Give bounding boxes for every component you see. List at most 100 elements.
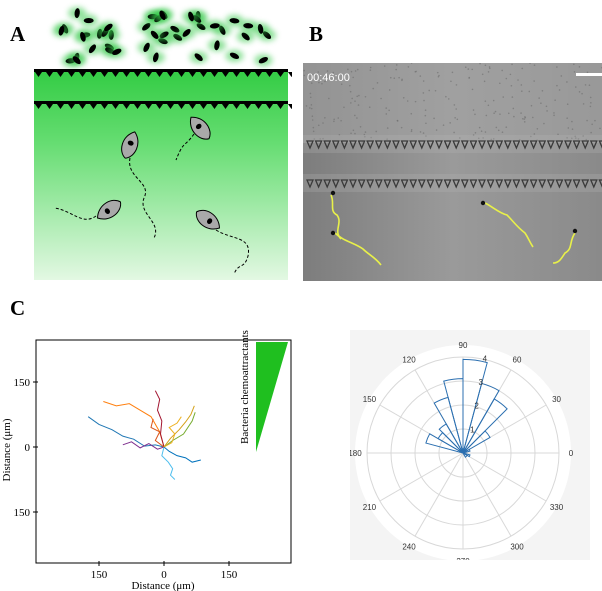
pillar-icon — [189, 72, 196, 77]
trajectory-line — [154, 390, 165, 448]
pillar-icon — [244, 104, 251, 109]
pillar-icon — [79, 72, 86, 77]
polar-bar — [443, 378, 464, 454]
chemoattractant-label: Bacteria chemoattractants — [239, 330, 251, 444]
pillar-icon — [255, 72, 262, 77]
pillar-icon — [145, 72, 152, 77]
polar-bars — [425, 358, 508, 458]
bacterium-icon — [243, 23, 254, 29]
timestamp: 00:46:00 — [307, 72, 350, 84]
pillar-icon — [57, 72, 64, 77]
bacterium-icon — [143, 42, 150, 53]
panel-b-label: B — [309, 22, 324, 46]
panel-a-schematic — [34, 7, 292, 280]
bacterium-icon — [241, 32, 250, 41]
pillar-icon — [134, 104, 141, 109]
trajectory-plot: 150 0 150 150 0 150 Bacteria chemoattractants… — [1, 330, 292, 591]
scale-bar — [576, 73, 602, 76]
x-axis-label: Distance (μm) — [131, 580, 194, 591]
bacterium-icon — [258, 57, 269, 64]
amoeba-cell-icon — [121, 131, 139, 159]
bacterium-icon — [72, 56, 81, 65]
panel-b-micrograph: 00:46:00 — [303, 63, 602, 281]
radial-label: 2 — [474, 402, 479, 411]
pillar-icon — [156, 104, 163, 109]
bacterium-icon — [83, 17, 94, 24]
bacterium-icon — [209, 23, 220, 29]
bacterium-icon — [58, 25, 65, 36]
pillar-icon — [178, 104, 185, 109]
trajectory-line — [122, 441, 165, 450]
bacterium-icon — [173, 33, 183, 41]
amoeba-cells — [53, 116, 249, 275]
pillar-icon — [266, 104, 273, 109]
pillar-icon — [90, 72, 97, 77]
trajectory-line — [161, 446, 176, 480]
pillar-icon — [222, 72, 229, 77]
polar-bar — [462, 358, 488, 454]
pillar-icon — [244, 72, 251, 77]
angle-label: 210 — [363, 503, 377, 512]
pillar-icon — [211, 72, 218, 77]
y-tick-label: 150 — [14, 377, 31, 389]
angle-label: 150 — [363, 395, 377, 404]
amoeba-cell-icon — [97, 199, 122, 220]
bacterium-icon — [194, 53, 203, 62]
pillar-icon — [233, 72, 240, 77]
angle-label: 90 — [459, 341, 468, 350]
pillar-icon — [123, 104, 130, 109]
pillar-icon — [167, 72, 174, 77]
chemoattractant-wedge — [256, 342, 288, 452]
pillar-icon — [189, 104, 196, 109]
pillar-icon — [211, 104, 218, 109]
bacterium-icon — [159, 10, 166, 20]
barrier-top — [34, 69, 292, 77]
barrier-bottom — [34, 101, 292, 109]
trajectory-line — [163, 416, 182, 448]
trajectory-line — [163, 446, 201, 463]
bacterium-icon — [74, 8, 80, 19]
bacterium-icon — [257, 23, 264, 34]
bacterium-icon — [170, 25, 180, 33]
y-axis-label: Distance (μm) — [1, 418, 13, 481]
pillar-icon — [255, 104, 262, 109]
panel-a-label: A — [10, 22, 26, 46]
radial-label: 3 — [479, 378, 484, 387]
polar-bar — [425, 433, 464, 454]
x-tick-label: 150 — [91, 569, 108, 581]
angle-label: 30 — [552, 395, 561, 404]
pillar-icon — [277, 104, 284, 109]
pillar-icon — [200, 104, 207, 109]
pillar-icon — [123, 72, 130, 77]
pillar-icon — [222, 104, 229, 109]
pillar-icon — [101, 104, 108, 109]
bacteria-cloud — [52, 7, 276, 67]
pillar-icon — [35, 104, 42, 109]
angle-label: 240 — [402, 543, 416, 552]
angle-label: 300 — [510, 543, 524, 552]
y-tick-label: 0 — [25, 442, 31, 454]
trajectory-line — [87, 416, 165, 448]
pillar-icon — [233, 104, 240, 109]
pillar-row-bottom — [303, 174, 602, 192]
pillar-icon — [200, 72, 207, 77]
trajectory-line — [163, 412, 196, 448]
bacterium-icon — [214, 40, 220, 51]
pillar-icon — [35, 72, 42, 77]
bacterium-icon — [229, 52, 240, 60]
pillar-icon — [68, 104, 75, 109]
pillar-icon — [79, 104, 86, 109]
pillar-icon — [101, 72, 108, 77]
pillar-icon — [112, 72, 119, 77]
pillar-icon — [112, 104, 119, 109]
pillar-icon — [288, 72, 292, 77]
bacteria-texture — [303, 63, 602, 144]
trajectory-line — [163, 405, 195, 448]
pillar-icon — [46, 72, 53, 77]
pillar-icon — [145, 104, 152, 109]
angle-label: 120 — [402, 355, 416, 364]
pillar-icon — [46, 104, 53, 109]
bacterium-icon — [182, 28, 191, 37]
trajectory-line — [150, 418, 165, 448]
angle-label: 180 — [350, 449, 362, 458]
